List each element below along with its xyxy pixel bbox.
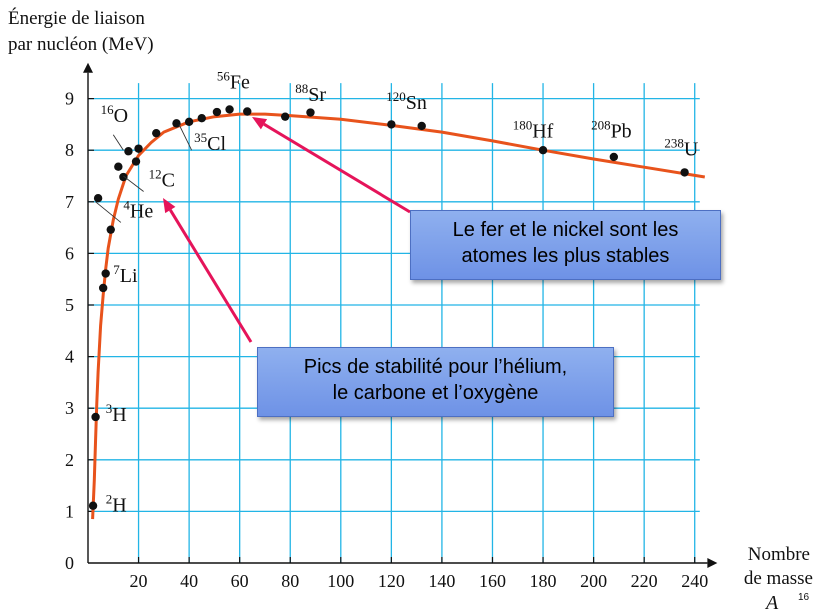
y-tick-label: 6 <box>65 243 74 263</box>
arrow-to-helium-peaks-head <box>163 198 176 214</box>
nuclide-label: 56Fe <box>217 68 250 93</box>
x-tick-label: 20 <box>130 571 148 591</box>
data-point <box>91 412 100 422</box>
y-tick-label: 1 <box>65 501 74 521</box>
data-point <box>88 501 98 510</box>
x-tick-label: 120 <box>378 571 405 591</box>
x-axis-arrowhead <box>707 558 718 568</box>
callout-iron-nickel-line1: Le fer et le nickel sont les <box>452 219 679 241</box>
data-point <box>106 225 115 234</box>
data-point <box>197 114 206 123</box>
data-point <box>114 162 123 171</box>
data-point <box>152 128 161 138</box>
x-axis-symbol: A <box>764 592 779 614</box>
x-tick-label: 60 <box>231 571 249 591</box>
x-tick-label: 200 <box>580 571 607 591</box>
data-point <box>387 120 396 129</box>
nuclide-label: 2H <box>106 491 127 516</box>
data-point <box>93 193 103 203</box>
y-tick-label: 0 <box>65 553 74 573</box>
x-tick-label: 100 <box>327 571 354 591</box>
data-point <box>417 121 426 131</box>
x-tick-label: 240 <box>681 571 708 591</box>
data-point <box>609 152 619 162</box>
label-leader-line <box>112 134 124 151</box>
y-tick-label: 4 <box>65 347 74 367</box>
x-tick-label: 80 <box>281 571 299 591</box>
callout-helium-line1: Pics de stabilité pour l’hélium, <box>303 356 568 378</box>
y-tick-label: 3 <box>65 398 74 418</box>
nuclide-label: 238U <box>664 135 699 160</box>
nuclide-label: 120Sn <box>386 89 427 114</box>
nuclide-label: 180Hf <box>513 117 554 142</box>
callout-helium-carbon-oxygen: Pics de stabilité pour l’hélium, le carb… <box>257 347 614 417</box>
data-point <box>212 107 222 117</box>
nuclide-label: 7Li <box>113 262 138 287</box>
x-axis-label-line1: Nombre <box>748 544 810 565</box>
nuclide-label: 12C <box>149 166 175 191</box>
label-leader-line <box>95 201 122 223</box>
data-point <box>131 157 141 166</box>
data-point <box>124 147 133 156</box>
y-axis-label-line2: par nucléon (MeV) <box>8 34 154 55</box>
nuclide-label: 208Pb <box>591 117 632 142</box>
x-tick-label: 180 <box>530 571 557 591</box>
label-leader-line <box>123 175 144 192</box>
arrow-to-helium-peaks-shaft <box>169 209 253 343</box>
data-point <box>101 269 110 278</box>
y-axis-arrowhead <box>83 62 93 73</box>
data-point <box>134 144 143 153</box>
y-tick-label: 5 <box>65 295 74 315</box>
x-tick-label: 220 <box>631 571 658 591</box>
x-axis-label-line2: de masse <box>744 568 813 589</box>
arrow-to-iron-head <box>252 117 268 130</box>
callout-iron-nickel-line2: atomes les plus stables <box>461 245 670 267</box>
data-point <box>225 105 234 114</box>
y-tick-label: 8 <box>65 140 74 160</box>
data-point <box>172 119 181 128</box>
y-tick-label: 2 <box>65 450 74 470</box>
page-number: 16 <box>798 592 810 603</box>
data-point <box>680 168 689 177</box>
data-point <box>119 172 128 182</box>
nuclide-label: 3H <box>106 401 127 426</box>
label-leader-line <box>178 124 193 151</box>
y-axis-label-line1: Énergie de liaison <box>8 7 145 29</box>
data-point <box>306 108 315 117</box>
binding-energy-curve <box>91 112 706 520</box>
x-tick-label: 160 <box>479 571 506 591</box>
x-tick-label: 40 <box>180 571 198 591</box>
y-tick-label: 9 <box>65 89 74 109</box>
nuclide-label: 4He <box>123 197 153 222</box>
data-point <box>280 112 290 121</box>
data-point <box>98 283 108 293</box>
data-point <box>184 117 194 127</box>
x-tick-label: 140 <box>428 571 455 591</box>
data-point <box>538 146 548 155</box>
arrow-to-iron-shaft <box>263 122 411 214</box>
callout-iron-nickel: Le fer et le nickel sont les atomes les … <box>410 210 721 280</box>
callout-helium-line2: le carbone et l’oxygène <box>332 382 539 404</box>
nuclide-label: 88Sr <box>295 81 326 106</box>
data-point <box>243 107 252 116</box>
nuclide-label: 16O <box>101 102 128 127</box>
nuclide-label: 35Cl <box>194 130 226 155</box>
y-tick-label: 7 <box>65 192 74 212</box>
